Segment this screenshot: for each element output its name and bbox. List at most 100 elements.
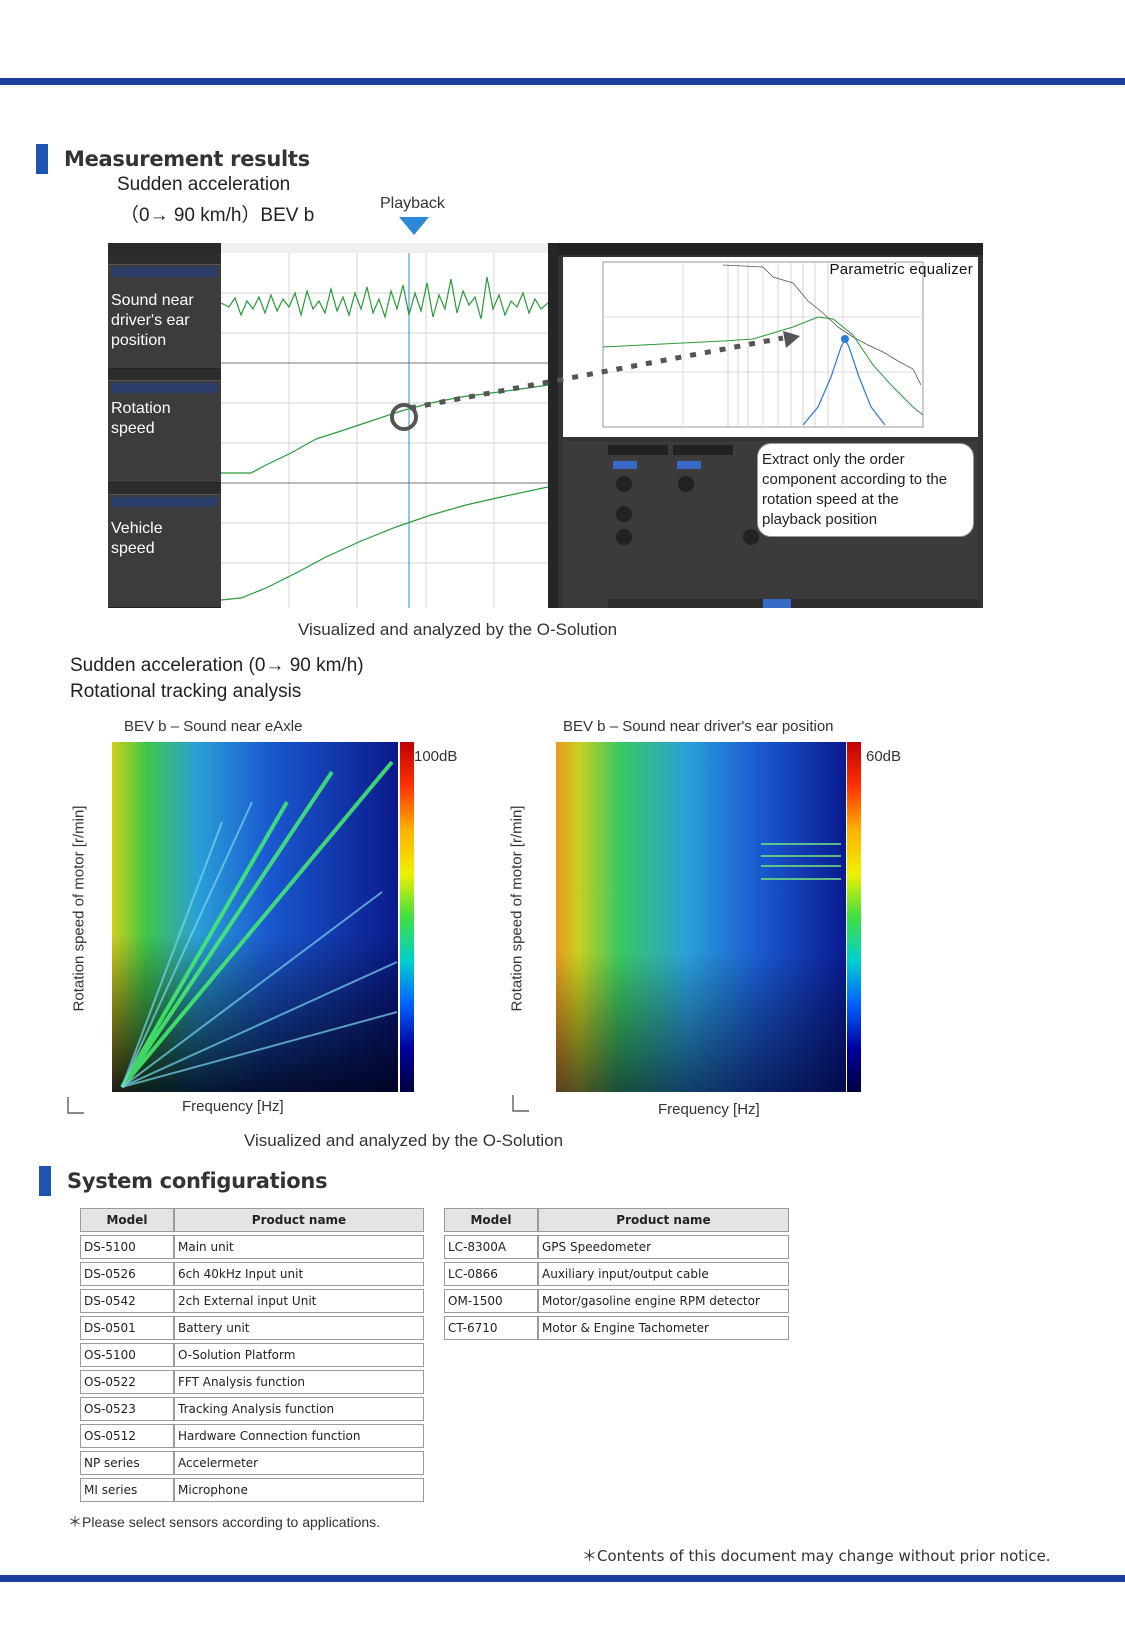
equalizer-plot	[563, 257, 978, 437]
product-cell: O-Solution Platform	[174, 1343, 424, 1367]
product-cell: GPS Speedometer	[538, 1235, 789, 1259]
model-cell: NP series	[80, 1451, 174, 1475]
product-cell: Accelermeter	[174, 1451, 424, 1475]
model-cell: MI series	[80, 1478, 174, 1502]
config-table-1: Model Product name DS-5100 Main unit DS-05…	[80, 1208, 424, 1502]
left-xlabel: Frequency [Hz]	[182, 1098, 284, 1115]
product-cell: Tracking Analysis function	[174, 1397, 424, 1421]
left-ylabel: Rotation speed of motor [r/min]	[70, 805, 88, 1012]
left-spectrogram	[112, 742, 398, 1092]
model-cell: OS-0512	[80, 1424, 174, 1448]
model-cell: OS-0523	[80, 1397, 174, 1421]
product-cell: Main unit	[174, 1235, 424, 1259]
flow-arrow	[409, 331, 800, 411]
right-ylabel: Rotation speed of motor [r/min]	[508, 805, 526, 1012]
left-colorbar	[400, 742, 414, 1092]
panel-sound-label-2: driver's ear	[111, 312, 190, 329]
subtitle-line2: （0→ 90 km/h）BEV b	[120, 205, 315, 226]
table-row: LC-0866 Auxiliary input/output cable	[444, 1262, 789, 1286]
panel-vehicle-label-2: speed	[111, 540, 155, 557]
model-cell: CT-6710	[444, 1316, 538, 1340]
table-row: CT-6710 Motor & Engine Tachometer	[444, 1316, 789, 1340]
subtitle-line1: Sudden acceleration	[117, 174, 291, 195]
model-cell: LC-8300A	[444, 1235, 538, 1259]
model-cell: OS-0522	[80, 1370, 174, 1394]
product-cell: 2ch External input Unit	[174, 1289, 424, 1313]
right-spectrogram-title: BEV b – Sound near driver's ear position	[563, 718, 834, 735]
left-spectrogram-title: BEV b – Sound near eAxle	[124, 718, 303, 735]
sound-trace	[221, 276, 548, 320]
system-title: System configurations	[67, 1169, 328, 1193]
model-cell: DS-5100	[80, 1235, 174, 1259]
tracking-caption: Visualized and analyzed by the O-Solutio…	[244, 1131, 564, 1150]
col-product-header: Product name	[538, 1208, 789, 1232]
bottom-rule	[0, 1575, 1125, 1582]
callout-line-2: component according to the	[762, 471, 948, 488]
product-cell: Battery unit	[174, 1316, 424, 1340]
equalizer-callout: Extract only the order component accordi…	[757, 443, 974, 537]
panel-sound-label-1: Sound near	[111, 292, 194, 309]
product-cell: 6ch 40kHz Input unit	[174, 1262, 424, 1286]
table-row: DS-0542 2ch External input Unit	[80, 1289, 424, 1313]
product-cell: Motor/gasoline engine RPM detector	[538, 1289, 789, 1313]
measurement-caption: Visualized and analyzed by the O-Solutio…	[298, 620, 618, 639]
table-row: DS-5100 Main unit	[80, 1235, 424, 1259]
callout-line-4: playback position	[762, 511, 878, 528]
measurement-title: Measurement results	[64, 147, 310, 171]
model-cell: DS-0526	[80, 1262, 174, 1286]
model-cell: LC-0866	[444, 1262, 538, 1286]
table-row: DS-0501 Battery unit	[80, 1316, 424, 1340]
col-model-header: Model	[80, 1208, 174, 1232]
viewer-right: Parametric equalizer	[558, 243, 983, 608]
playback-position-circle	[390, 403, 418, 431]
table-row: MI series Microphone	[80, 1478, 424, 1502]
viewer-left: Sound near driver's ear position Rotatio…	[108, 243, 548, 608]
right-axis-icon	[512, 1095, 529, 1112]
track-panel-vehicle: Vehicle speed	[108, 483, 221, 608]
left-colorbar-max: 100dB	[414, 748, 458, 765]
top-rule	[0, 78, 1125, 85]
config-table-2: Model Product name LC-8300A GPS Speedomet…	[444, 1208, 789, 1340]
callout-line-3: rotation speed at the	[762, 491, 899, 508]
track-graphs	[221, 243, 548, 608]
table-row: OS-5100 O-Solution Platform	[80, 1343, 424, 1367]
panel-rotation-label-1: Rotation	[111, 400, 171, 417]
table-row: OS-0512 Hardware Connection function	[80, 1424, 424, 1448]
heading-marker	[36, 144, 48, 174]
footer-note: ＊Contents of this document may change wi…	[582, 1547, 1051, 1565]
model-cell: OS-5100	[80, 1343, 174, 1367]
right-spectrogram	[556, 742, 846, 1092]
panel-rotation-label-2: speed	[111, 420, 155, 437]
table-row: DS-0526 6ch 40kHz Input unit	[80, 1262, 424, 1286]
model-cell: DS-0542	[80, 1289, 174, 1313]
panel-vehicle-label-1: Vehicle	[111, 520, 163, 537]
model-cell: OM-1500	[444, 1289, 538, 1313]
playback-marker-icon	[399, 217, 429, 235]
right-colorbar-max: 60dB	[866, 748, 902, 765]
track-panel-rotation: Rotation speed	[108, 369, 221, 483]
measurement-heading: Measurement results	[36, 144, 310, 174]
product-cell: FFT Analysis function	[174, 1370, 424, 1394]
table-row: OM-1500 Motor/gasoline engine RPM detecto…	[444, 1289, 789, 1313]
table-row: OS-0523 Tracking Analysis function	[80, 1397, 424, 1421]
rotation-trace	[221, 384, 548, 474]
system-heading: System configurations	[39, 1166, 328, 1196]
panel-sound-label-3: position	[111, 332, 167, 349]
product-cell: Auxiliary input/output cable	[538, 1262, 789, 1286]
sensor-note: ＊Please select sensors according to appl…	[68, 1514, 381, 1530]
equalizer-title: Parametric equalizer	[829, 261, 973, 278]
playback-screenshot: Sound near driver's ear position Rotatio…	[108, 243, 983, 608]
vehicle-trace	[221, 486, 548, 601]
model-cell: DS-0501	[80, 1316, 174, 1340]
viewer-toolbar	[108, 243, 221, 253]
left-axis-icon	[67, 1097, 84, 1114]
table-row: NP series Accelermeter	[80, 1451, 424, 1475]
col-product-header: Product name	[174, 1208, 424, 1232]
product-cell: Motor & Engine Tachometer	[538, 1316, 789, 1340]
right-xlabel: Frequency [Hz]	[658, 1101, 760, 1118]
tracking-title-2: Rotational tracking analysis	[70, 681, 302, 702]
tracking-title-1: Sudden acceleration (0→ 90 km/h)	[70, 655, 364, 676]
playback-label: Playback	[380, 195, 445, 212]
heading-marker	[39, 1166, 51, 1196]
product-cell: Hardware Connection function	[174, 1424, 424, 1448]
